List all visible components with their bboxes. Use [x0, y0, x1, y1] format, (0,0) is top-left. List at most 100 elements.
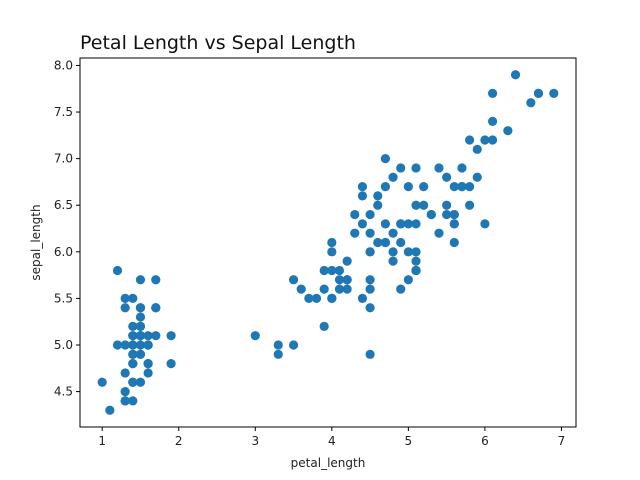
- data-point: [449, 237, 459, 248]
- x-tick-label: 3: [251, 434, 259, 448]
- data-point: [411, 163, 421, 173]
- data-point: [465, 200, 475, 210]
- data-point: [120, 303, 130, 313]
- data-point: [327, 247, 337, 257]
- data-point: [128, 396, 138, 406]
- data-point: [487, 135, 498, 145]
- data-point: [411, 200, 421, 210]
- data-point: [365, 228, 375, 238]
- data-point: [311, 293, 322, 304]
- data-point: [128, 377, 138, 387]
- data-point: [442, 209, 452, 220]
- y-axis-label: sepal_length: [29, 204, 43, 280]
- data-point: [273, 340, 283, 350]
- data-point: [449, 219, 459, 229]
- data-point: [128, 340, 138, 350]
- data-point: [380, 154, 391, 164]
- data-point: [334, 284, 345, 294]
- data-point: [480, 135, 490, 145]
- data-point: [365, 275, 375, 285]
- data-point: [533, 88, 544, 99]
- ticks-layer: 1 2 3 4 5 6 7 4.5 5.0 5.5 6.0 6.5 7.0 7.5 8.0: [54, 58, 565, 448]
- data-point: [334, 275, 345, 285]
- data-point: [128, 331, 138, 341]
- data-point: [396, 163, 406, 173]
- x-tick-label: 6: [481, 434, 489, 448]
- data-point: [457, 181, 467, 192]
- data-point: [411, 219, 421, 229]
- data-point: [396, 219, 406, 229]
- y-tick-label: 4.5: [54, 385, 73, 399]
- data-point: [112, 340, 123, 350]
- data-point: [472, 144, 482, 154]
- data-point: [350, 228, 360, 238]
- data-point: [480, 219, 490, 229]
- data-point: [503, 126, 513, 136]
- data-point: [388, 256, 398, 266]
- y-tick-label: 8.0: [54, 58, 73, 72]
- data-point: [380, 181, 391, 192]
- x-tick-label: 5: [405, 434, 413, 448]
- data-point: [396, 284, 406, 294]
- data-point: [357, 219, 368, 229]
- data-point: [143, 331, 153, 341]
- data-point: [327, 293, 337, 304]
- data-point: [97, 377, 107, 387]
- data-point: [143, 340, 153, 350]
- y-tick-label: 7.5: [54, 105, 73, 119]
- data-point: [373, 200, 383, 210]
- data-point: [411, 247, 421, 257]
- data-point: [549, 88, 559, 99]
- data-point: [128, 293, 138, 304]
- data-point: [465, 181, 475, 192]
- data-point: [288, 275, 299, 285]
- x-tick-label: 1: [98, 434, 106, 448]
- data-point: [128, 349, 138, 359]
- data-point: [151, 331, 161, 341]
- data-point: [365, 303, 375, 313]
- data-point: [449, 209, 459, 220]
- y-tick-label: 5.0: [54, 338, 73, 352]
- data-point: [388, 172, 398, 182]
- data-point: [319, 284, 329, 294]
- data-point: [120, 396, 130, 406]
- data-point: [143, 359, 153, 369]
- data-point: [396, 237, 406, 248]
- data-point: [357, 191, 368, 201]
- y-tick-label: 6.5: [54, 198, 73, 212]
- data-point: [403, 275, 413, 285]
- y-tick-label: 7.0: [54, 152, 73, 166]
- data-point: [319, 321, 329, 331]
- data-point: [166, 359, 176, 369]
- data-point: [357, 181, 368, 192]
- data-point: [403, 181, 413, 192]
- data-point: [419, 200, 429, 210]
- data-point: [342, 284, 352, 294]
- data-point: [120, 293, 130, 304]
- data-point: [426, 209, 436, 220]
- data-point: [151, 303, 161, 313]
- data-point: [135, 377, 146, 387]
- data-point: [112, 265, 123, 276]
- data-point: [319, 265, 329, 276]
- data-point: [365, 284, 375, 294]
- data-point: [304, 293, 314, 304]
- x-tick-label: 7: [558, 434, 566, 448]
- data-point: [526, 98, 536, 108]
- data-point: [434, 228, 444, 238]
- data-point: [380, 219, 391, 229]
- data-point: [135, 331, 146, 341]
- data-point: [135, 303, 146, 313]
- data-point: [487, 116, 498, 126]
- data-point: [403, 247, 413, 257]
- data-point: [457, 163, 467, 173]
- data-point: [273, 349, 283, 359]
- data-point: [403, 219, 413, 229]
- data-point: [250, 331, 260, 341]
- data-point: [288, 340, 299, 350]
- data-point: [442, 200, 452, 210]
- data-point: [120, 340, 130, 350]
- data-point: [388, 247, 398, 257]
- x-tick-label: 4: [328, 434, 336, 448]
- data-point: [327, 265, 337, 276]
